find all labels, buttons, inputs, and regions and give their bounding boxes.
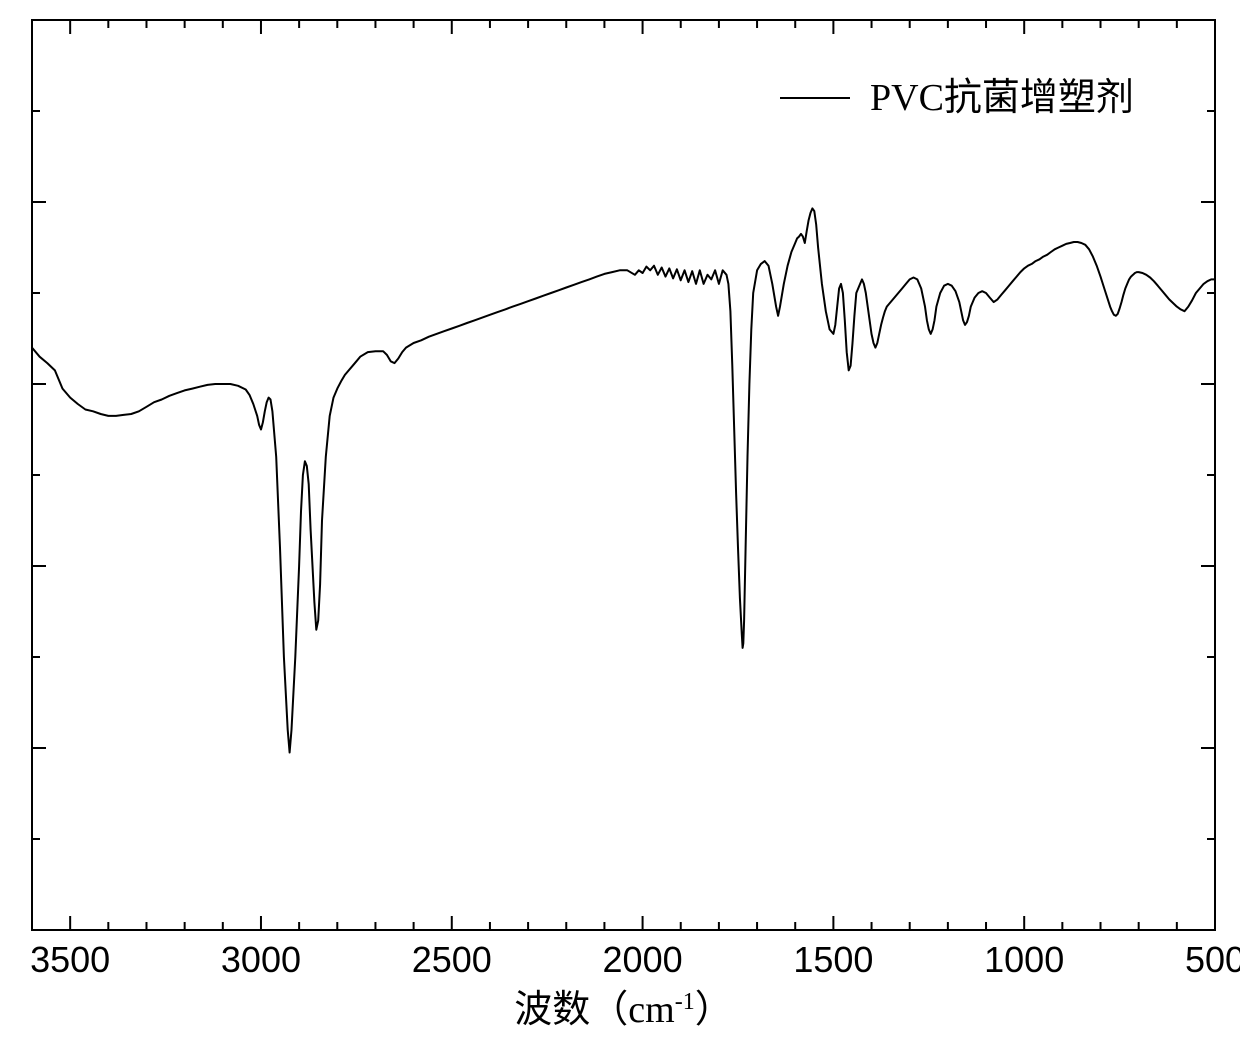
ir-spectrum-chart: 3500 3000 2500 2000 1500 1000 500 PVC抗菌增塑剂波数（cm… — [0, 0, 1240, 1037]
x-axis-title: 波数（cm-1） — [514, 989, 732, 1031]
chart-svg: 3500 3000 2500 2000 1500 1000 500 PVC抗菌增塑剂波数（cm… — [0, 0, 1240, 1037]
x-tick-label: 3500 — [30, 939, 110, 980]
x-tick-label: 1000 — [984, 939, 1064, 980]
x-tick-label: 3000 — [221, 939, 301, 980]
x-tick-label: 2500 — [412, 939, 492, 980]
x-tick-label: 500 — [1185, 939, 1240, 980]
x-tick-label: 2000 — [603, 939, 683, 980]
x-tick-label: 1500 — [793, 939, 873, 980]
legend-label: PVC抗菌增塑剂 — [870, 77, 1134, 119]
